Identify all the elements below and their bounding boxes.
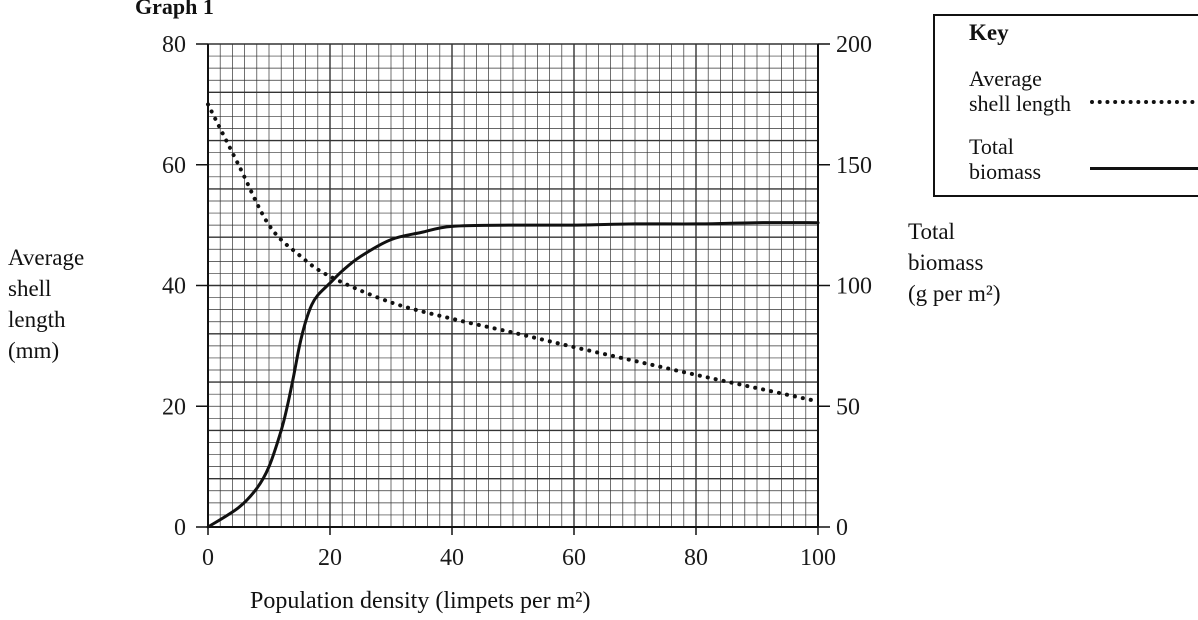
y-left-tick-label: 20: [162, 394, 186, 420]
y-right-tick-label: 200: [836, 32, 872, 58]
y-axis-left-label: Average shell length (mm): [8, 245, 85, 363]
x-tick-label: 40: [440, 545, 464, 571]
axes: [196, 43, 830, 535]
x-axis-label: Population density (limpets per m²): [250, 588, 591, 614]
y-left-tick-label: 60: [162, 153, 186, 179]
legend-sample-solid: [1090, 167, 1198, 170]
chart-title: Graph 1: [135, 0, 214, 19]
x-tick-label: 80: [684, 545, 708, 571]
x-tick-label: 20: [318, 545, 342, 571]
x-tick-label: 60: [562, 545, 586, 571]
series-total-biomass: [206, 221, 820, 529]
y-axis-right-label: Total biomass (g per m²): [908, 219, 1001, 306]
y-right-tick-label: 50: [836, 394, 860, 420]
series-lines: [206, 102, 820, 529]
legend-entry-shell-length: Average shell length: [969, 66, 1072, 116]
y-left-tick-label: 0: [174, 515, 186, 541]
legend-sample-dotted: [1090, 100, 1198, 104]
x-tick-label: 0: [202, 545, 214, 571]
y-left-tick-label: 40: [162, 274, 186, 300]
legend-title: Key: [969, 20, 1009, 45]
legend-entry-total-biomass: Total biomass: [969, 134, 1042, 184]
tick-labels: 0 20 40 60 80 0 50 100 150 200 0 20 40 60 80 100: [162, 32, 872, 571]
y-right-tick-label: 0: [836, 515, 848, 541]
x-tick-label: 100: [800, 545, 836, 571]
y-right-tick-label: 150: [836, 153, 872, 179]
legend: Key Average shell length Total biomass: [933, 14, 1198, 197]
y-right-tick-label: 100: [836, 274, 872, 300]
series-average-shell-length: [206, 102, 820, 404]
y-left-tick-label: 80: [162, 32, 186, 58]
